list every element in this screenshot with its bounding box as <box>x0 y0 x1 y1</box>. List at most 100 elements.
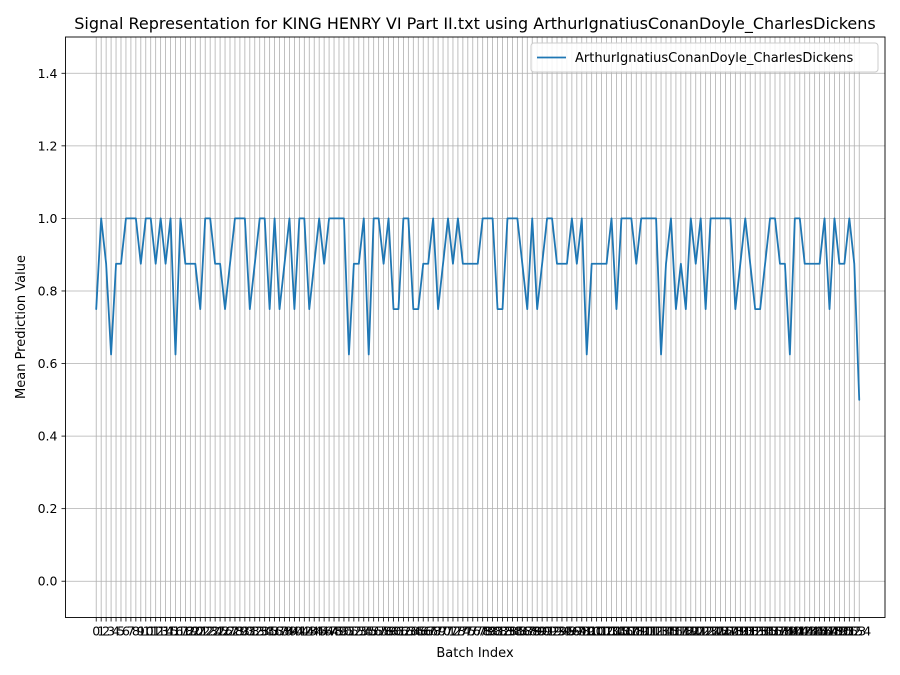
x-tick-label: 23 <box>202 624 218 639</box>
x-tick-label: 70 <box>435 624 451 639</box>
x-tick-label: 74 <box>455 624 471 639</box>
x-tick-label: 102 <box>590 624 614 639</box>
x-tick-label: 119 <box>674 624 698 639</box>
y-tick-label: 0.2 <box>38 501 58 516</box>
x-tick-label: 87 <box>519 624 535 639</box>
y-gridlines <box>65 72 885 582</box>
x-tick-label: 108 <box>619 624 643 639</box>
x-tick-label: 55 <box>361 624 377 639</box>
legend-box <box>530 42 879 73</box>
x-tick-label: 35 <box>262 624 278 639</box>
x-tick-label: 85 <box>509 624 525 639</box>
x-tick-label: 2 <box>102 624 110 639</box>
x-tick-label: 76 <box>465 624 481 639</box>
y-tick-label: 0.8 <box>38 283 58 298</box>
x-tick-label: 79 <box>480 624 496 639</box>
x-tick-label: 96 <box>564 624 580 639</box>
x-tick-label: 25 <box>212 624 228 639</box>
x-axis-label: Batch Index <box>436 646 514 661</box>
x-tick-label: 81 <box>490 624 506 639</box>
series-line <box>95 217 861 401</box>
x-tick-label: 112 <box>639 624 663 639</box>
x-tick-label: 51 <box>341 624 357 639</box>
x-tick-label: 18 <box>177 624 193 639</box>
x-tick-label: 53 <box>351 624 367 639</box>
x-tick-label: 41 <box>291 624 307 639</box>
x-tick-label: 67 <box>420 624 436 639</box>
x-tick-label: 139 <box>773 624 797 639</box>
x-tick-label: 115 <box>654 624 678 639</box>
x-tick-label: 47 <box>321 624 337 639</box>
x-tick-label: 138 <box>768 624 792 639</box>
x-tick-label: 3 <box>107 624 115 639</box>
x-tick-label: 39 <box>281 624 297 639</box>
y-tick-label: 1.2 <box>38 138 58 153</box>
x-tick-label: 137 <box>763 624 787 639</box>
x-tick-label: 132 <box>738 624 762 639</box>
x-tick-label: 21 <box>192 624 208 639</box>
x-tick-label: 131 <box>733 624 757 639</box>
x-tick-label: 150 <box>827 624 851 639</box>
x-tick-label: 84 <box>504 624 520 639</box>
x-tick-label: 61 <box>390 624 406 639</box>
x-tick-label: 63 <box>400 624 416 639</box>
x-tick-label: 100 <box>580 624 604 639</box>
x-tick-label: 145 <box>803 624 827 639</box>
x-axis: 0123456789101112131415161718192021222324… <box>92 617 871 639</box>
y-tick-label: 0.0 <box>38 574 58 589</box>
x-tick-label: 4 <box>112 624 120 639</box>
x-tick-label: 111 <box>634 624 658 639</box>
legend-label: ArthurIgnatiusConanDoyle_CharlesDickens <box>575 51 853 66</box>
x-tick-label: 143 <box>793 624 817 639</box>
x-tick-label: 28 <box>227 624 243 639</box>
x-tick-label: 148 <box>818 624 842 639</box>
plot-area-frame <box>65 36 886 618</box>
x-tick-label: 29 <box>232 624 248 639</box>
x-tick-label: 75 <box>460 624 476 639</box>
x-tick-label: 120 <box>679 624 703 639</box>
x-tick-label: 15 <box>163 624 179 639</box>
x-tick-label: 38 <box>277 624 293 639</box>
x-tick-label: 91 <box>539 624 555 639</box>
x-tick-label: 103 <box>595 624 619 639</box>
x-tick-label: 32 <box>247 624 263 639</box>
x-tick-label: 46 <box>316 624 332 639</box>
x-tick-label: 126 <box>709 624 733 639</box>
x-tick-label: 130 <box>728 624 752 639</box>
x-tick-label: 116 <box>659 624 683 639</box>
x-tick-label: 106 <box>609 624 633 639</box>
x-tick-label: 68 <box>425 624 441 639</box>
x-tick-label: 86 <box>514 624 530 639</box>
x-tick-label: 107 <box>614 624 638 639</box>
x-tick-label: 136 <box>758 624 782 639</box>
x-tick-label: 11 <box>143 624 159 639</box>
x-tick-label: 40 <box>286 624 302 639</box>
x-tick-label: 66 <box>415 624 431 639</box>
x-tick-label: 1 <box>97 624 105 639</box>
x-tick-label: 52 <box>346 624 362 639</box>
x-tick-label: 7 <box>127 624 135 639</box>
x-tick-label: 142 <box>788 624 812 639</box>
x-tick-label: 60 <box>386 624 402 639</box>
x-tick-label: 133 <box>743 624 767 639</box>
x-tick-label: 14 <box>158 624 174 639</box>
x-tick-label: 24 <box>207 624 223 639</box>
x-tick-label: 99 <box>579 624 595 639</box>
x-tick-label: 19 <box>182 624 198 639</box>
x-tick-label: 5 <box>117 624 125 639</box>
x-tick-label: 37 <box>272 624 288 639</box>
x-tick-label: 33 <box>252 624 268 639</box>
x-tick-label: 127 <box>714 624 738 639</box>
x-tick-label: 12 <box>148 624 164 639</box>
x-tick-label: 8 <box>132 624 140 639</box>
x-tick-label: 105 <box>605 624 629 639</box>
x-tick-label: 118 <box>669 624 693 639</box>
x-tick-label: 140 <box>778 624 802 639</box>
x-tick-label: 10 <box>138 624 154 639</box>
x-tick-label: 64 <box>405 624 421 639</box>
x-tick-label: 154 <box>847 624 871 639</box>
legend: ArthurIgnatiusConanDoyle_CharlesDickens <box>530 42 879 73</box>
x-tick-label: 149 <box>823 624 847 639</box>
x-tick-label: 27 <box>222 624 238 639</box>
x-tick-label: 152 <box>837 624 861 639</box>
